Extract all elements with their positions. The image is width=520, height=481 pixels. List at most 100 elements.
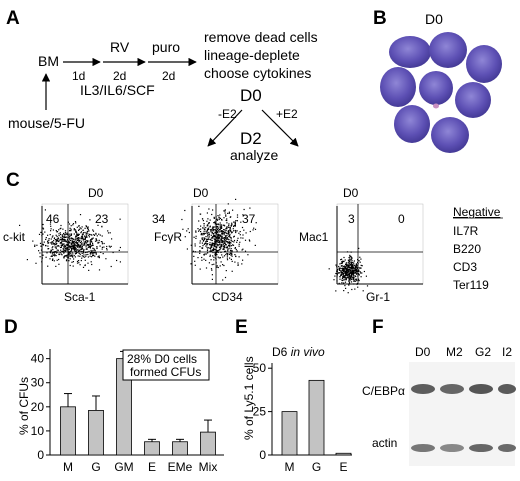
event-dot	[51, 255, 53, 257]
event-dot	[38, 250, 40, 252]
event-dot	[215, 225, 217, 227]
bar	[144, 441, 160, 456]
event-dot	[78, 260, 80, 262]
event-dot	[74, 245, 76, 247]
event-dot	[347, 274, 349, 276]
event-dot	[216, 218, 218, 220]
event-dot	[88, 243, 90, 246]
event-dot	[70, 253, 72, 255]
event-dot	[207, 237, 209, 239]
event-dot	[216, 227, 218, 229]
event-dot	[65, 247, 67, 249]
event-dot	[63, 237, 65, 239]
event-dot	[211, 231, 213, 233]
event-dot	[227, 250, 229, 252]
event-dot	[356, 268, 358, 270]
plot3-x-marker: Gr-1	[366, 290, 390, 304]
event-dot	[53, 238, 55, 240]
event-dot	[223, 217, 225, 219]
event-dot	[199, 250, 201, 252]
event-dot	[352, 267, 354, 269]
event-dot	[79, 245, 81, 247]
event-dot	[222, 248, 224, 250]
event-dot	[230, 242, 232, 244]
negative-marker: B220	[453, 242, 481, 256]
event-dot	[61, 242, 63, 245]
event-dot	[238, 245, 240, 247]
event-dot	[26, 259, 28, 261]
event-dot	[91, 241, 93, 243]
event-dot	[71, 255, 74, 257]
event-dot	[222, 232, 224, 234]
event-dot	[215, 237, 217, 239]
event-dot	[210, 250, 212, 253]
event-dot	[223, 255, 226, 257]
event-dot	[358, 273, 360, 275]
event-dot	[216, 239, 218, 241]
event-dot	[244, 250, 247, 252]
event-dot	[81, 252, 83, 254]
event-dot	[67, 251, 69, 253]
event-dot	[358, 270, 360, 272]
event-dot	[350, 266, 352, 268]
event-dot	[50, 255, 52, 257]
event-dot	[229, 229, 231, 231]
event-dot	[110, 245, 112, 247]
event-dot	[53, 253, 55, 255]
event-dot	[225, 236, 227, 238]
event-dot	[236, 230, 238, 232]
event-dot	[63, 249, 66, 251]
event-dot	[73, 242, 75, 244]
event-dot	[238, 232, 240, 234]
event-dot	[41, 257, 43, 259]
event-dot	[345, 265, 347, 267]
event-dot	[69, 238, 71, 240]
event-dot	[51, 253, 53, 255]
event-dot	[358, 274, 360, 276]
event-dot	[221, 235, 223, 237]
event-dot	[230, 229, 232, 231]
event-dot	[86, 248, 88, 250]
event-dot	[352, 277, 354, 279]
y-tick-label: 0	[37, 448, 44, 462]
event-dot	[234, 225, 236, 227]
event-dot	[101, 235, 103, 237]
event-dot	[39, 256, 41, 258]
event-dot	[98, 255, 100, 257]
event-dot	[63, 256, 65, 259]
event-dot	[112, 251, 114, 254]
event-dot	[220, 236, 222, 238]
event-dot	[56, 245, 58, 247]
event-dot	[353, 260, 355, 262]
event-dot	[60, 246, 62, 248]
event-dot	[75, 252, 77, 254]
panel-letter-b: B	[373, 8, 387, 29]
event-dot	[110, 265, 112, 268]
event-dot	[107, 230, 109, 232]
event-dot	[63, 240, 66, 242]
event-dot	[100, 251, 102, 253]
event-dot	[101, 226, 103, 228]
event-dot	[42, 223, 44, 226]
event-dot	[227, 203, 229, 205]
event-dot	[65, 245, 67, 248]
event-dot	[343, 260, 345, 262]
event-dot	[79, 244, 82, 246]
event-dot	[74, 229, 77, 231]
event-dot	[220, 261, 222, 263]
event-dot	[56, 259, 58, 261]
event-dot	[226, 218, 228, 220]
event-dot	[226, 227, 228, 229]
event-dot	[97, 256, 99, 258]
event-dot	[72, 224, 74, 226]
event-dot	[67, 237, 69, 239]
event-dot	[201, 237, 204, 239]
event-dot	[68, 241, 70, 243]
event-dot	[249, 207, 251, 209]
lane-label: G2	[475, 345, 491, 359]
event-dot	[58, 245, 60, 247]
event-dot	[247, 254, 249, 256]
event-dot	[42, 228, 45, 230]
event-dot	[342, 277, 344, 279]
event-dot	[210, 249, 212, 251]
